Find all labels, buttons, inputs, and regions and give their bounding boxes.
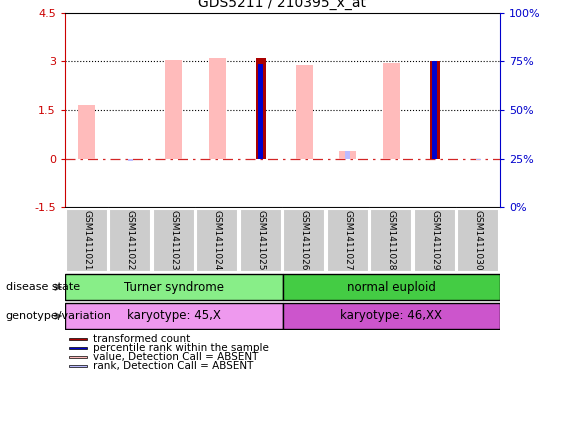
- Bar: [209, 58, 225, 159]
- Bar: [65, 274, 282, 300]
- Text: GSM1411022: GSM1411022: [126, 210, 134, 270]
- Bar: [110, 209, 151, 272]
- Text: transformed count: transformed count: [93, 334, 190, 344]
- Bar: [282, 274, 500, 300]
- Bar: [166, 60, 182, 159]
- Bar: [128, 159, 133, 161]
- Bar: [69, 365, 87, 367]
- Text: karyotype: 46,XX: karyotype: 46,XX: [340, 310, 442, 322]
- Bar: [432, 60, 437, 159]
- Text: GSM1411021: GSM1411021: [82, 210, 91, 270]
- Bar: [414, 209, 455, 272]
- Text: GSM1411023: GSM1411023: [170, 210, 178, 270]
- Bar: [282, 303, 500, 329]
- Bar: [327, 209, 368, 272]
- Text: GSM1411026: GSM1411026: [300, 210, 308, 270]
- Bar: [340, 151, 356, 159]
- Text: GSM1411025: GSM1411025: [257, 210, 265, 270]
- Text: Turner syndrome: Turner syndrome: [124, 281, 224, 294]
- Bar: [458, 209, 499, 272]
- Bar: [69, 338, 87, 340]
- Bar: [69, 347, 87, 349]
- Bar: [430, 61, 440, 159]
- Text: percentile rank within the sample: percentile rank within the sample: [93, 343, 269, 353]
- Bar: [66, 209, 107, 272]
- Text: value, Detection Call = ABSENT: value, Detection Call = ABSENT: [93, 352, 259, 362]
- Bar: [345, 151, 350, 159]
- Bar: [153, 209, 194, 272]
- Bar: [258, 63, 263, 159]
- Bar: [79, 105, 95, 159]
- Title: GDS5211 / 210395_x_at: GDS5211 / 210395_x_at: [198, 0, 367, 10]
- Text: karyotype: 45,X: karyotype: 45,X: [127, 310, 221, 322]
- Text: GSM1411030: GSM1411030: [474, 210, 483, 270]
- Text: GSM1411027: GSM1411027: [344, 210, 352, 270]
- Bar: [296, 65, 312, 159]
- Text: GSM1411028: GSM1411028: [387, 210, 396, 270]
- Bar: [371, 209, 412, 272]
- Text: genotype/variation: genotype/variation: [6, 311, 112, 321]
- Text: normal euploid: normal euploid: [347, 281, 436, 294]
- Bar: [197, 209, 238, 272]
- Bar: [65, 303, 282, 329]
- Text: GSM1411029: GSM1411029: [431, 210, 439, 270]
- Bar: [383, 63, 399, 159]
- Text: disease state: disease state: [6, 282, 80, 292]
- Bar: [69, 356, 87, 358]
- Bar: [476, 159, 481, 160]
- Bar: [240, 209, 281, 272]
- Bar: [256, 58, 266, 159]
- Text: GSM1411024: GSM1411024: [213, 210, 221, 270]
- Text: rank, Detection Call = ABSENT: rank, Detection Call = ABSENT: [93, 361, 254, 371]
- Bar: [284, 209, 325, 272]
